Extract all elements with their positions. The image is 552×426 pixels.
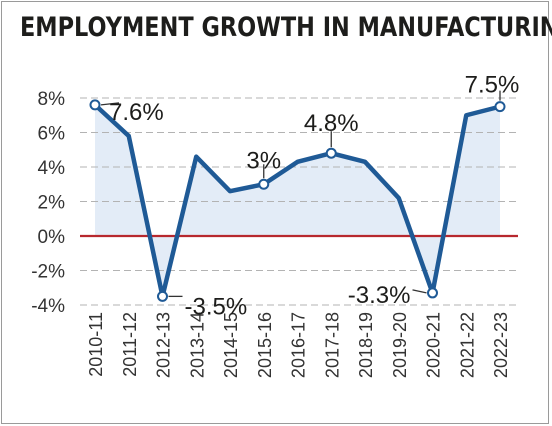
x-tick-label: 2019-20 [390, 312, 410, 378]
y-tick-label: -2% [31, 262, 65, 283]
annotation-marker [258, 178, 270, 190]
x-tick-label: 2014-15 [221, 312, 241, 378]
annotation-leader [412, 289, 427, 294]
y-tick-label: -4% [31, 296, 65, 317]
data-label: 7.5% [465, 72, 520, 99]
x-tick-label: 2020-21 [424, 312, 444, 378]
y-tick-label: 6% [38, 124, 66, 145]
area-fill [95, 104, 500, 297]
x-tick-label: 2022-23 [491, 312, 511, 378]
x-tick-label: 2021-22 [457, 312, 477, 378]
data-label: 7.6% [109, 99, 164, 126]
data-label: -3.3% [348, 282, 411, 309]
y-tick-label: 8% [38, 89, 66, 110]
data-label: -3.5% [185, 293, 248, 320]
annotation-marker [427, 287, 438, 299]
x-tick-label: 2012-13 [154, 312, 174, 378]
x-tick-label: 2015-16 [255, 312, 275, 378]
annotation-leader [100, 102, 120, 106]
annotation-marker [494, 101, 506, 113]
y-tick-label: 0% [38, 227, 66, 248]
x-tick-label: 2016-17 [289, 312, 309, 378]
annotation-marker [157, 290, 168, 302]
annotation-marker [325, 147, 337, 159]
x-tick-label: 2018-19 [356, 312, 376, 378]
annotation-marker [89, 99, 101, 111]
data-label: 4.8% [304, 110, 359, 137]
y-tick-label: 4% [38, 158, 66, 179]
x-tick-label: 2017-18 [322, 312, 342, 378]
data-label: 3% [246, 147, 281, 174]
x-tick-label: 2011-12 [120, 312, 140, 377]
x-tick-label: 2010-11 [86, 312, 106, 377]
x-tick-label: 2013-14 [187, 312, 207, 378]
y-tick-label: 2% [38, 193, 66, 214]
